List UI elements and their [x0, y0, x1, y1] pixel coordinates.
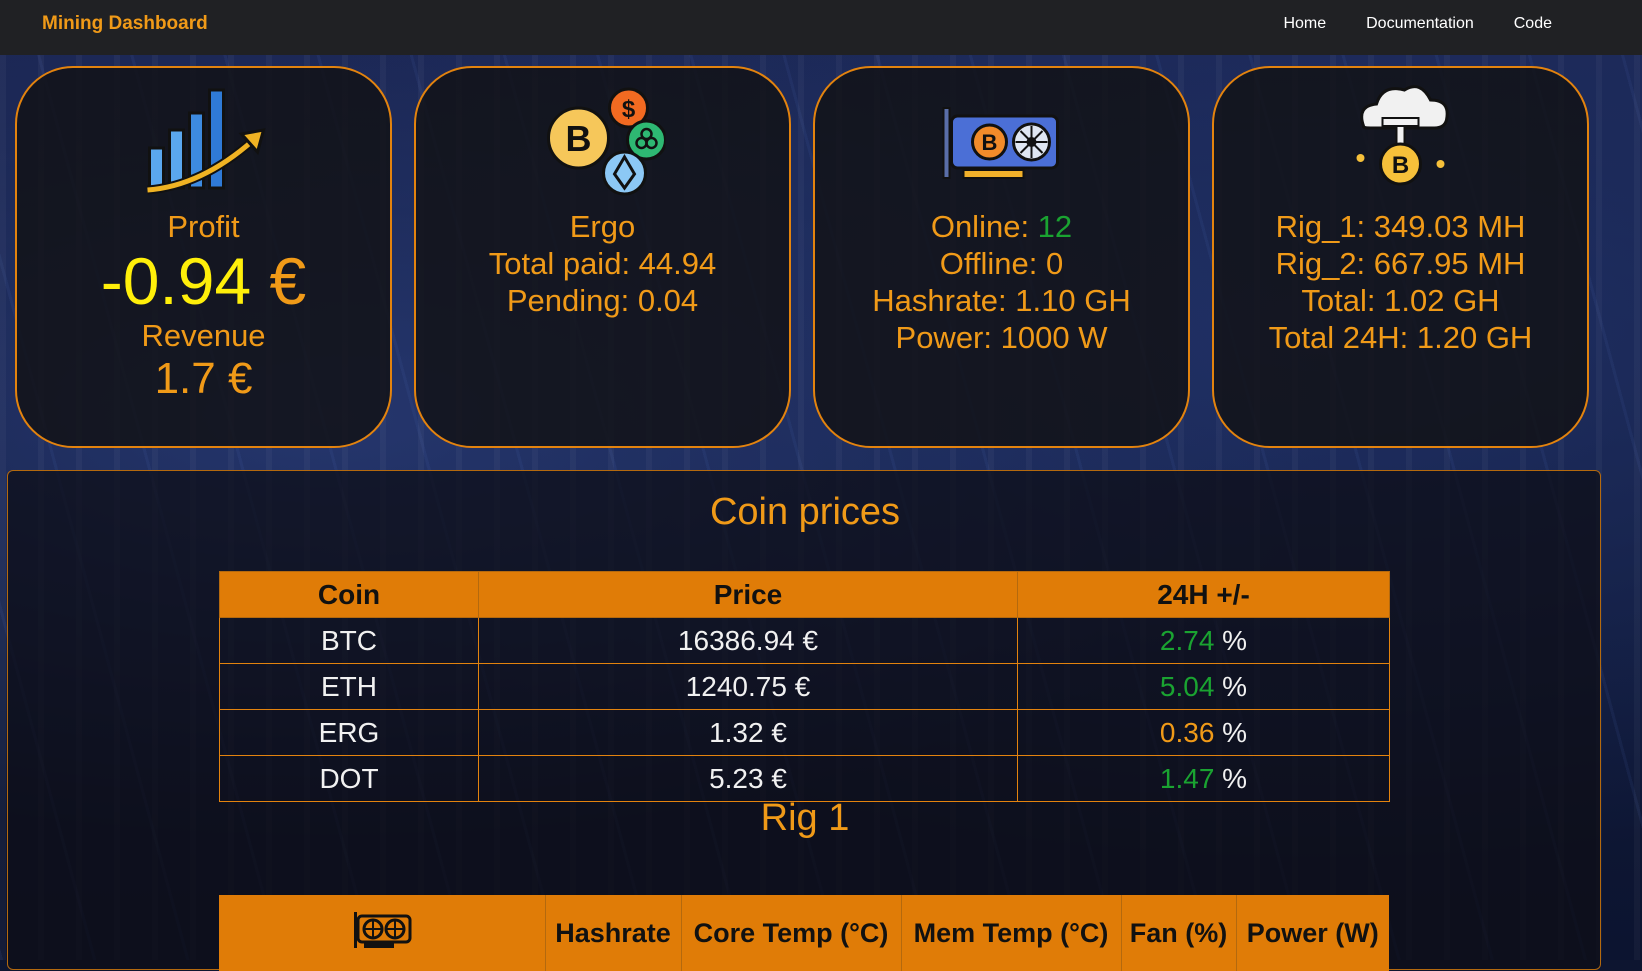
coin-cell: BTC — [219, 617, 479, 664]
pool-payout-card: $ B Ergo Total paid: 44.94 Pending: 0.04 — [414, 66, 791, 448]
column-header-power[interactable]: Power (W) — [1235, 895, 1389, 971]
profit-card: Profit -0.94 € Revenue 1.7 € — [15, 66, 392, 448]
column-header-hashrate[interactable]: Hashrate — [544, 895, 681, 971]
pool-hashrate-card: B Rig_1: 349.03 MH Rig_2: 667.95 MH Tota… — [1212, 66, 1589, 448]
brand-title[interactable]: Mining Dashboard — [42, 13, 208, 34]
profit-currency: € — [269, 244, 307, 318]
crypto-coins-icon: $ B — [546, 87, 665, 196]
total-paid: Total paid: 44.94 — [488, 246, 717, 281]
pending: Pending: 0.04 — [506, 283, 699, 318]
rig1-hashrate: Rig_1: 349.03 MH — [1275, 209, 1526, 244]
table-row: ETH 1240.75 € 5.04 % — [219, 663, 1390, 710]
coin-cell: ERG — [219, 709, 479, 756]
navbar: Mining Dashboard Home Documentation Code — [0, 0, 1642, 55]
svg-text:$: $ — [621, 96, 635, 123]
rig2-hashrate: Rig_2: 667.95 MH — [1275, 246, 1526, 281]
pool-total-24h-hashrate: Total 24H: 1.20 GH — [1268, 320, 1533, 355]
change-cell: 5.04 % — [1017, 663, 1390, 710]
online-count: Online: 12 — [930, 209, 1073, 244]
rig1-title: Rig 1 — [760, 797, 850, 839]
coin-prices-header-row: Coin Price 24H +/- — [219, 571, 1390, 618]
change-cell: 2.74 % — [1017, 617, 1390, 664]
rig1-table: Hashrate Core Temp (°C) Mem Temp (°C) Fa… — [219, 895, 1389, 971]
pool-total-hashrate: Total: 1.02 GH — [1301, 283, 1500, 318]
price-cell: 1.32 € — [478, 709, 1018, 756]
change-cell: 0.36 % — [1017, 709, 1390, 756]
main-panel: Coin prices Coin Price 24H +/- BTC 16386… — [7, 470, 1601, 971]
pool-coin-name: Ergo — [569, 209, 636, 244]
svg-text:B: B — [981, 130, 997, 155]
column-header-core-temp[interactable]: Core Temp (°C) — [680, 895, 901, 971]
revenue-value: 1.7 € — [154, 354, 253, 403]
price-cell: 16386.94 € — [478, 617, 1018, 664]
coin-cell: DOT — [219, 755, 479, 802]
table-row: DOT 5.23 € 1.47 % — [219, 755, 1390, 802]
svg-text:B: B — [1391, 152, 1408, 179]
nav-links: Home Documentation Code — [1283, 15, 1552, 33]
nav-home-link[interactable]: Home — [1283, 15, 1327, 32]
profit-value: -0.94 € — [17, 245, 390, 317]
table-row: ERG 1.32 € 0.36 % — [219, 709, 1390, 756]
column-header-fan[interactable]: Fan (%) — [1120, 895, 1236, 971]
nav-code-link[interactable]: Code — [1513, 15, 1552, 32]
cloud-mining-icon: B — [1356, 85, 1449, 186]
profit-label: Profit — [167, 209, 240, 244]
gpu-card-icon: B — [942, 107, 1059, 179]
rigs-status-card: B Online: 12 Offline: 0 Hashrate: 1.10 G… — [813, 66, 1190, 448]
coin-cell: ETH — [219, 663, 479, 710]
column-header-gpu[interactable] — [219, 895, 545, 971]
coin-prices-table: Coin Price 24H +/- BTC 16386.94 € 2.74 %… — [219, 571, 1390, 802]
price-cell: 1240.75 € — [478, 663, 1018, 710]
gpu-card-icon — [353, 911, 412, 948]
column-header-mem-temp[interactable]: Mem Temp (°C) — [900, 895, 1121, 971]
rig1-header-row: Hashrate Core Temp (°C) Mem Temp (°C) Fa… — [219, 895, 1389, 971]
coin-prices-title: Coin prices — [709, 491, 901, 533]
table-row: BTC 16386.94 € 2.74 % — [219, 617, 1390, 664]
total-hashrate: Hashrate: 1.10 GH — [872, 283, 1131, 318]
change-cell: 1.47 % — [1017, 755, 1390, 802]
column-header-price[interactable]: Price — [478, 571, 1018, 618]
offline-count: Offline: 0 — [939, 246, 1064, 281]
column-header-coin[interactable]: Coin — [219, 571, 479, 618]
svg-text:B: B — [565, 118, 591, 159]
nav-documentation-link[interactable]: Documentation — [1366, 15, 1474, 32]
chart-growth-icon — [146, 88, 266, 195]
revenue-label: Revenue — [141, 318, 266, 353]
profit-number: -0.94 — [100, 244, 252, 318]
column-header-24h-change[interactable]: 24H +/- — [1017, 571, 1390, 618]
price-cell: 5.23 € — [478, 755, 1018, 802]
total-power: Power: 1000 W — [895, 320, 1108, 355]
